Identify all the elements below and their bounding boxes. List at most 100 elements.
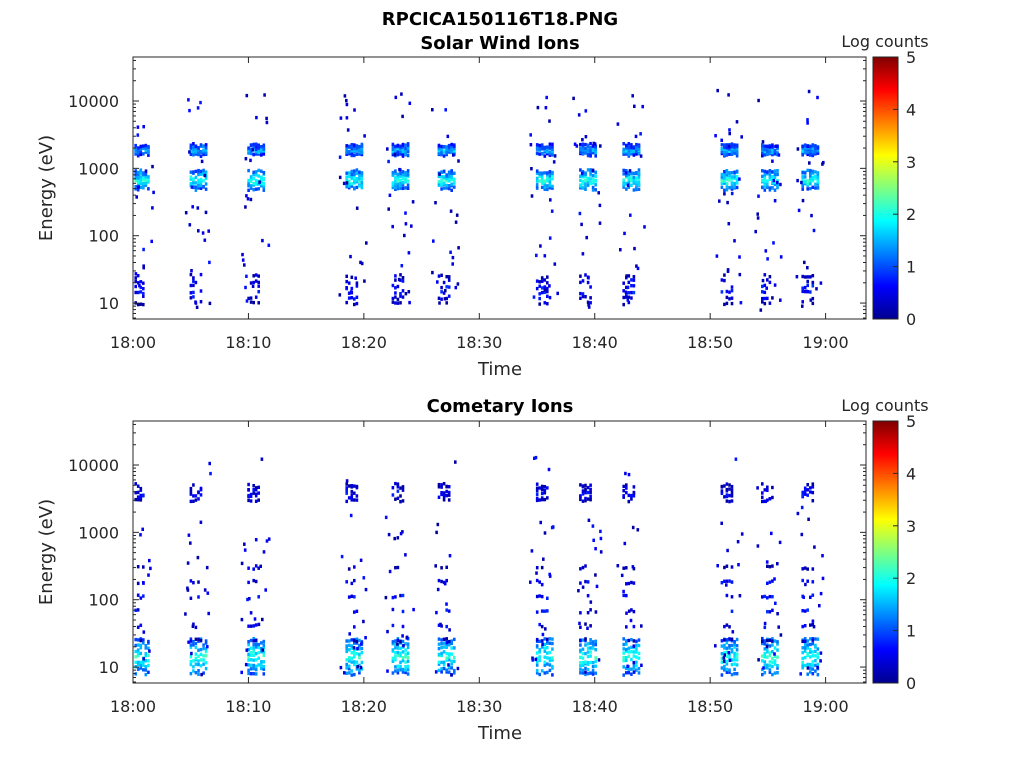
heatmap-cell	[626, 183, 630, 187]
heatmap-cell	[766, 179, 769, 183]
heatmap-cell	[240, 561, 244, 566]
heatmap-cell	[637, 180, 641, 185]
heatmap-cell	[262, 653, 266, 658]
heatmap-cell	[355, 206, 359, 210]
heatmap-cell	[194, 641, 198, 646]
heatmap-cell	[241, 252, 244, 257]
heatmap-cell	[773, 646, 777, 650]
heatmap-cell	[761, 672, 764, 677]
heatmap-cell	[249, 177, 253, 181]
heatmap-cell	[345, 580, 348, 584]
heatmap-cell	[589, 285, 592, 289]
heatmap-cell	[814, 637, 817, 641]
heatmap-cell	[594, 656, 597, 660]
heatmap-cell	[257, 498, 260, 502]
heatmap-cell	[814, 659, 817, 663]
heatmap-cell	[546, 609, 549, 613]
heatmap-cell	[202, 643, 205, 647]
heatmap-cell	[187, 533, 191, 537]
heatmap-cell	[208, 260, 211, 265]
heatmap-cell	[535, 171, 539, 175]
heatmap-cell	[252, 663, 255, 668]
heatmap-cell	[353, 498, 356, 502]
heatmap-cell	[761, 495, 764, 499]
heatmap-cell	[728, 655, 731, 659]
heatmap-cell	[404, 652, 407, 656]
heatmap-cell	[801, 178, 804, 182]
heatmap-cell	[635, 150, 638, 154]
heatmap-cell	[404, 177, 407, 181]
heatmap-cell	[442, 498, 446, 502]
heatmap-cell	[345, 479, 349, 483]
heatmap-cell	[394, 481, 397, 486]
heatmap-cell	[437, 151, 441, 156]
heatmap-cell	[538, 147, 541, 151]
heatmap-cell	[733, 645, 736, 649]
heatmap-cell	[556, 291, 559, 296]
heatmap-cell	[814, 150, 817, 155]
heatmap-cell	[577, 589, 580, 593]
panel-title: Solar Wind Ions	[420, 33, 579, 54]
heatmap-cell	[391, 640, 395, 644]
heatmap-cell	[255, 115, 258, 120]
colorbar-tick-label: 4	[906, 464, 916, 483]
heatmap-cell	[260, 182, 263, 186]
heatmap-cell	[730, 658, 734, 662]
heatmap-cell	[630, 296, 633, 300]
heatmap-cell	[247, 655, 250, 659]
heatmap-cell	[763, 625, 767, 630]
heatmap-cell	[733, 651, 736, 656]
heatmap-cell	[771, 579, 774, 583]
colorbar	[872, 56, 899, 320]
heatmap-cell	[391, 659, 395, 663]
heatmap-cell	[202, 152, 205, 156]
heatmap-cell	[766, 485, 769, 489]
heatmap-cell	[821, 576, 825, 581]
heatmap-cell	[530, 167, 533, 171]
heatmap-cell	[445, 173, 448, 177]
heatmap-cell	[735, 637, 739, 642]
heatmap-cell	[260, 145, 263, 149]
heatmap-cell	[594, 659, 597, 664]
heatmap-cell	[543, 179, 547, 183]
heatmap-cell	[632, 490, 636, 495]
heatmap-cell	[551, 664, 554, 669]
heatmap-cell	[632, 581, 636, 585]
heatmap-cell	[197, 186, 200, 190]
heatmap-cell	[254, 638, 258, 642]
heatmap-cell	[453, 646, 456, 650]
heatmap-cell	[447, 658, 451, 662]
heatmap-cell	[447, 493, 451, 497]
heatmap-cell	[725, 289, 729, 294]
heatmap-cell	[811, 663, 815, 668]
heatmap-cell	[345, 279, 348, 284]
heatmap-cell	[396, 284, 400, 289]
heatmap-cell	[641, 104, 644, 109]
heatmap-cell	[773, 662, 777, 666]
heatmap-cell	[437, 147, 441, 151]
heatmap-cell	[584, 135, 588, 139]
heatmap-cell	[192, 144, 195, 148]
heatmap-cell	[350, 660, 354, 664]
x-tick-label: 18:50	[687, 697, 733, 716]
heatmap-cell	[735, 654, 739, 658]
heatmap-cell	[730, 609, 734, 613]
heatmap-cell	[546, 651, 549, 655]
heatmap-cell	[720, 147, 724, 151]
heatmap-cell	[404, 186, 407, 190]
heatmap-cell	[360, 651, 364, 655]
heatmap-cell	[541, 632, 545, 637]
heatmap-cell	[139, 533, 142, 537]
heatmap-cell	[809, 642, 812, 647]
heatmap-cell	[625, 173, 628, 178]
heatmap-cell	[625, 666, 628, 671]
heatmap-cell	[396, 181, 400, 186]
heatmap-cell	[406, 651, 410, 655]
heatmap-cell	[197, 659, 200, 663]
heatmap-cell	[399, 660, 402, 664]
heatmap-cell	[257, 143, 260, 147]
heatmap-cell	[535, 671, 539, 675]
heatmap-cell	[811, 638, 815, 642]
heatmap-cell	[261, 648, 264, 652]
heatmap-cell	[139, 663, 143, 668]
